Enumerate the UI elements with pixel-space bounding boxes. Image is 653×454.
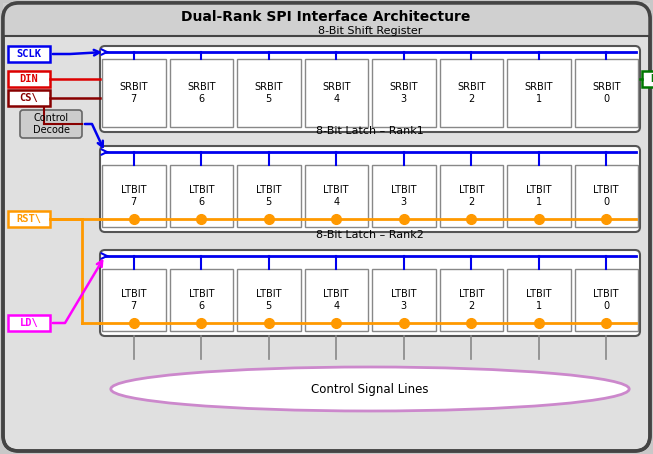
Bar	[372, 59, 436, 127]
Text: LTBIT
3: LTBIT 3	[391, 185, 417, 207]
Text: 8-Bit Latch – Rank1: 8-Bit Latch – Rank1	[316, 126, 424, 136]
Bar	[304, 165, 368, 227]
Bar	[8, 315, 50, 331]
Bar	[237, 165, 300, 227]
Text: SRBIT
2: SRBIT 2	[457, 82, 485, 104]
Text: 8-Bit Latch – Rank2: 8-Bit Latch – Rank2	[316, 230, 424, 240]
Bar	[439, 269, 503, 331]
Bar	[575, 269, 638, 331]
Text: DOUT: DOUT	[650, 74, 653, 84]
Text: Control Signal Lines: Control Signal Lines	[311, 383, 429, 395]
Text: CS\: CS\	[20, 93, 39, 103]
Text: SCLK: SCLK	[16, 49, 42, 59]
FancyBboxPatch shape	[3, 3, 650, 451]
Ellipse shape	[111, 367, 629, 411]
Text: LTBIT
5: LTBIT 5	[256, 289, 281, 311]
Bar	[642, 71, 653, 87]
Text: Control
Decode: Control Decode	[33, 113, 69, 135]
Text: LTBIT
3: LTBIT 3	[391, 289, 417, 311]
Text: SRBIT
5: SRBIT 5	[255, 82, 283, 104]
Text: LTBIT
6: LTBIT 6	[189, 289, 214, 311]
FancyBboxPatch shape	[20, 110, 82, 138]
Text: LTBIT
2: LTBIT 2	[458, 185, 484, 207]
Text: LTBIT
1: LTBIT 1	[526, 185, 552, 207]
Bar	[8, 71, 50, 87]
Bar	[8, 46, 50, 62]
Text: LTBIT
2: LTBIT 2	[458, 289, 484, 311]
Text: LTBIT
6: LTBIT 6	[189, 185, 214, 207]
Bar	[170, 59, 233, 127]
Bar	[575, 59, 638, 127]
Text: SRBIT
4: SRBIT 4	[322, 82, 351, 104]
Bar	[507, 269, 571, 331]
Bar	[102, 165, 165, 227]
Text: SRBIT
3: SRBIT 3	[389, 82, 418, 104]
FancyBboxPatch shape	[100, 146, 640, 232]
FancyBboxPatch shape	[100, 250, 640, 336]
Bar	[170, 165, 233, 227]
Bar	[102, 269, 165, 331]
Text: LTBIT
0: LTBIT 0	[594, 289, 619, 311]
Text: Dual-Rank SPI Interface Architecture: Dual-Rank SPI Interface Architecture	[182, 10, 471, 24]
Text: LTBIT
4: LTBIT 4	[323, 185, 349, 207]
Bar	[237, 269, 300, 331]
Bar	[439, 165, 503, 227]
Bar	[507, 165, 571, 227]
Bar	[8, 90, 50, 106]
Bar	[3, 3, 650, 36]
Text: LTBIT
4: LTBIT 4	[323, 289, 349, 311]
Bar	[439, 59, 503, 127]
Text: SRBIT
0: SRBIT 0	[592, 82, 620, 104]
Text: LD\: LD\	[20, 318, 39, 328]
Text: LTBIT
7: LTBIT 7	[121, 289, 146, 311]
Text: LTBIT
1: LTBIT 1	[526, 289, 552, 311]
Bar	[8, 211, 50, 227]
Bar	[304, 269, 368, 331]
Text: SRBIT
6: SRBIT 6	[187, 82, 215, 104]
Bar	[304, 59, 368, 127]
Text: RST\: RST\	[16, 214, 42, 224]
Bar	[237, 59, 300, 127]
FancyBboxPatch shape	[100, 46, 640, 132]
Bar	[372, 165, 436, 227]
Text: LTBIT
5: LTBIT 5	[256, 185, 281, 207]
Text: SRBIT
7: SRBIT 7	[119, 82, 148, 104]
Text: DIN: DIN	[20, 74, 39, 84]
Bar	[372, 269, 436, 331]
Bar	[507, 59, 571, 127]
Text: SRBIT
1: SRBIT 1	[524, 82, 553, 104]
Bar	[102, 59, 165, 127]
Text: LTBIT
7: LTBIT 7	[121, 185, 146, 207]
Text: LTBIT
0: LTBIT 0	[594, 185, 619, 207]
Bar	[575, 165, 638, 227]
Bar	[170, 269, 233, 331]
Text: 8-Bit Shift Register: 8-Bit Shift Register	[318, 26, 422, 36]
